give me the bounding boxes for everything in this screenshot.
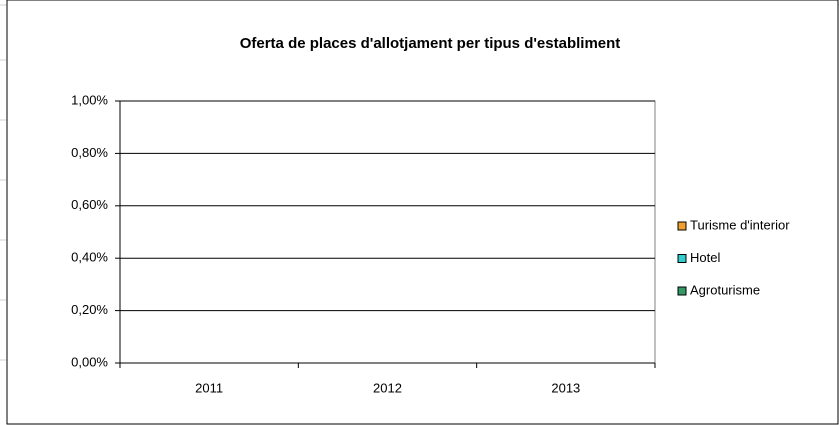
- legend-swatch: [677, 286, 687, 296]
- y-tick-label: 0,60%: [71, 197, 108, 212]
- plot-area: [119, 100, 656, 364]
- y-tick-label: 0,00%: [71, 354, 108, 369]
- x-tick-label: 2012: [373, 380, 402, 395]
- legend-label: Hotel: [690, 250, 720, 265]
- x-tick-label: 2013: [551, 380, 580, 395]
- legend-label: Agroturisme: [690, 282, 760, 297]
- y-tick-label: 0,80%: [71, 145, 108, 160]
- legend-swatch: [677, 254, 687, 263]
- x-tick-label: 2011: [195, 380, 223, 395]
- y-tick-label: 0,20%: [71, 302, 108, 317]
- legend-label: Turisme d'interior: [690, 217, 790, 232]
- y-tick-label: 0,40%: [71, 250, 108, 265]
- y-tick-label: 1,00%: [71, 92, 108, 107]
- chart-title: Oferta de places d'allotjament per tipus…: [240, 35, 621, 52]
- legend-swatch: [677, 221, 687, 231]
